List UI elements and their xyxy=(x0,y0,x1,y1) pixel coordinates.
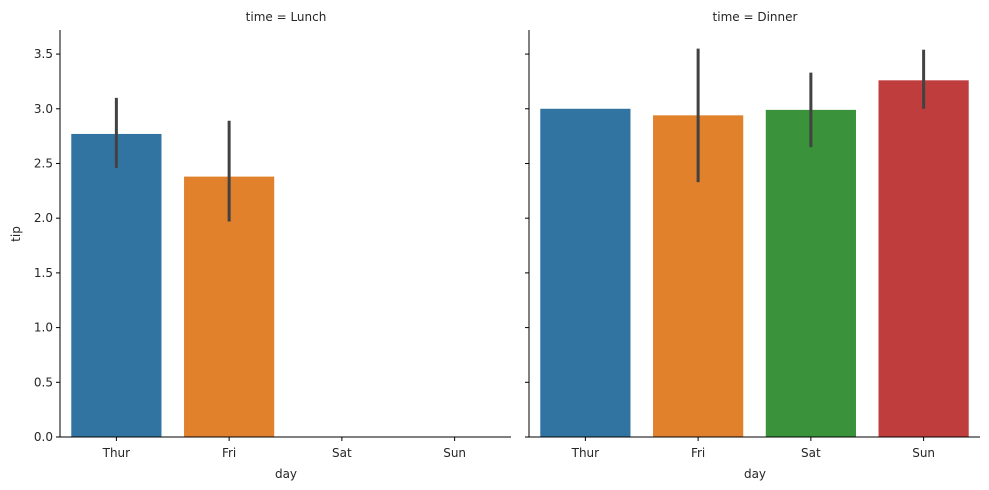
panel-dinner: time = Dinner Thur Fri Sat Sun day xyxy=(525,10,980,481)
y-axis-label: tip xyxy=(9,226,23,242)
x-ticks-lunch: Thur Fri Sat Sun xyxy=(102,437,466,460)
y-tick-label-5: 2.5 xyxy=(34,156,53,170)
x-tick-label-fri-panel-0: Fri xyxy=(222,446,236,460)
y-ticks-lunch: 0.0 0.5 1.0 1.5 2.0 2.5 3.0 3.5 xyxy=(34,47,60,444)
x-tick-label-sat-panel-1: Sat xyxy=(801,446,821,460)
bar-sat-panel-1 xyxy=(765,109,856,437)
panel-lunch: time = Lunch Thur Fri Sat Sun 0.0 0.5 1.0 1.5 2… xyxy=(9,10,511,481)
y-tick-label-4: 2.0 xyxy=(34,211,53,225)
x-tick-label-sun-panel-1: Sun xyxy=(912,446,935,460)
panel-title-dinner: time = Dinner xyxy=(713,10,798,24)
x-axis-label-lunch: day xyxy=(275,467,297,481)
bars-dinner xyxy=(540,80,969,438)
x-tick-label-fri-panel-1: Fri xyxy=(691,446,705,460)
bar-sun-panel-1 xyxy=(878,80,969,438)
x-tick-label-thur-panel-1: Thur xyxy=(571,446,600,460)
bars-lunch xyxy=(71,133,275,437)
y-tick-label-1: 0.5 xyxy=(34,375,53,389)
y-ticks-dinner xyxy=(525,53,529,438)
y-tick-label-6: 3.0 xyxy=(34,102,53,116)
y-tick-label-0: 0.0 xyxy=(34,430,53,444)
error-bars-dinner xyxy=(696,48,926,183)
bar-thur-panel-0 xyxy=(71,133,162,437)
x-tick-label-thur-panel-0: Thur xyxy=(102,446,131,460)
panel-title-lunch: time = Lunch xyxy=(246,10,327,24)
x-tick-label-sun-panel-0: Sun xyxy=(443,446,466,460)
x-axis-label-dinner: day xyxy=(744,467,766,481)
x-tick-label-sat-panel-0: Sat xyxy=(332,446,352,460)
error-bars-lunch xyxy=(114,97,231,222)
x-ticks-dinner: Thur Fri Sat Sun xyxy=(571,437,935,460)
y-tick-label-3: 1.5 xyxy=(34,266,53,280)
y-tick-label-2: 1.0 xyxy=(34,321,53,335)
bar-thur-panel-1 xyxy=(540,108,631,437)
y-tick-label-7: 3.5 xyxy=(34,47,53,61)
